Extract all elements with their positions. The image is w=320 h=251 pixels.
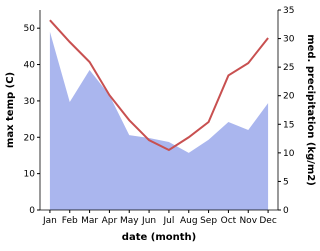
x-tick-label: Dec: [259, 216, 276, 226]
y2-tick-label: 30: [283, 35, 295, 45]
x-tick-label: Sep: [200, 216, 217, 226]
y2-tick-label: 25: [283, 63, 294, 73]
y2-tick-label: 35: [283, 6, 294, 16]
x-tick-label: Aug: [180, 216, 198, 226]
y2-tick-label: 20: [283, 92, 295, 102]
temp-line: [49, 19, 269, 152]
x-tick-label: Feb: [62, 216, 78, 226]
y-tick-label: 20: [24, 133, 36, 143]
x-tick-label: Oct: [221, 216, 237, 226]
x-tick-label: Nov: [239, 216, 257, 226]
y2-axis-label: med. precipitation (kg/m2): [305, 34, 316, 186]
x-tick-label: Mar: [81, 216, 98, 226]
y-tick-label: 0: [29, 206, 35, 216]
y-tick-label: 50: [24, 24, 36, 34]
chart: 0 10 20 30 40 50 0 5 10 15 20 25 30 35 Jan Feb Mar Apr May…: [5, 6, 316, 243]
x-tick-label: May: [120, 216, 139, 226]
y2-tick-label: 0: [283, 206, 289, 216]
y-tick-label: 30: [24, 97, 36, 107]
y-axis-label: max temp (C): [5, 72, 16, 148]
y2-tick-label: 15: [283, 120, 294, 130]
x-tick-label: Jan: [42, 216, 57, 226]
x-axis-label: date (month): [122, 232, 196, 243]
y-tick-label: 40: [24, 61, 36, 71]
x-tick-label: Jul: [162, 216, 174, 226]
y2-tick-label: 5: [283, 177, 289, 187]
precip-area: [49, 31, 269, 211]
x-tick-label: Jun: [141, 216, 156, 226]
y2-tick-label: 10: [283, 149, 295, 159]
x-tick-label: Apr: [102, 216, 118, 226]
y-tick-label: 10: [24, 170, 36, 180]
